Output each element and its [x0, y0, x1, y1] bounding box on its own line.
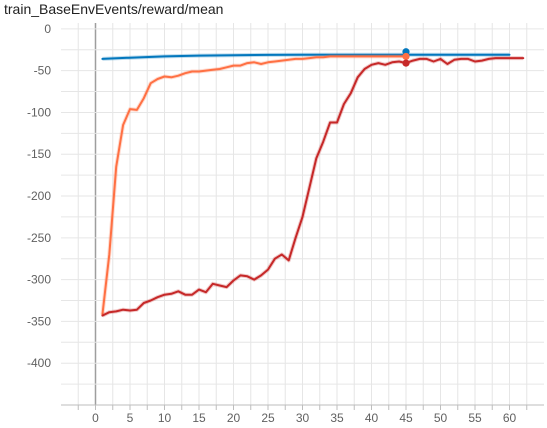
- y-tick-label: -350: [27, 314, 51, 328]
- y-tick-label: -150: [27, 147, 51, 161]
- x-tick-label: 35: [330, 411, 344, 425]
- x-tick-label: 60: [503, 411, 517, 425]
- x-axis: 0 5 10 15 20 25 30 35 40 45 50 55 60: [61, 404, 544, 425]
- series-line-1: [101, 55, 407, 316]
- x-tick-label: 5: [127, 411, 134, 425]
- x-tick-label: 10: [158, 411, 172, 425]
- x-tick-label: 55: [468, 411, 482, 425]
- x-tick-label: 15: [192, 411, 206, 425]
- y-tick-label: -200: [27, 189, 51, 203]
- series-line-shadow-2: [101, 56, 524, 318]
- y-tick-label: -400: [27, 356, 51, 370]
- hover-point-marker[interactable]: [402, 52, 410, 61]
- x-tick-label: 50: [434, 411, 448, 425]
- series-line-0: [101, 53, 511, 60]
- x-tick-label: 45: [399, 411, 413, 425]
- series-line-shadow-1: [100, 54, 406, 315]
- y-tick-label: -250: [27, 231, 51, 245]
- series-line-2: [101, 57, 525, 317]
- x-tick-label: 25: [261, 411, 275, 425]
- chart-title: train_BaseEnvEvents/reward/mean: [4, 1, 224, 17]
- y-axis: 0 -50 -100 -150 -200 -250 -300 -350 -400: [27, 22, 51, 370]
- hover-point-marker[interactable]: [402, 59, 410, 67]
- x-tick-label: 40: [365, 411, 379, 425]
- y-tick-label: -50: [34, 64, 52, 78]
- series-group: [100, 48, 525, 318]
- y-tick-label: -100: [27, 105, 51, 119]
- x-tick-label: 0: [92, 411, 99, 425]
- y-tick-label: 0: [44, 22, 51, 36]
- x-tick-label: 30: [296, 411, 310, 425]
- x-tick-label: 20: [227, 411, 241, 425]
- y-tick-label: -300: [27, 273, 51, 287]
